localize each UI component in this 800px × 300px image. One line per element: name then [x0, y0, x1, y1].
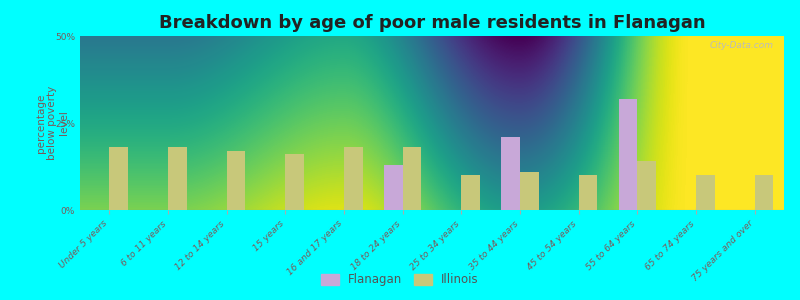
- Bar: [286, 154, 304, 210]
- Y-axis label: percentage
below poverty
level: percentage below poverty level: [36, 86, 69, 160]
- Bar: [578, 175, 598, 210]
- Bar: [384, 165, 402, 210]
- Bar: [502, 137, 520, 210]
- Bar: [226, 151, 246, 210]
- Bar: [754, 175, 774, 210]
- Legend: Flanagan, Illinois: Flanagan, Illinois: [316, 269, 484, 291]
- Bar: [618, 99, 638, 210]
- Bar: [402, 147, 422, 210]
- Title: Breakdown by age of poor male residents in Flanagan: Breakdown by age of poor male residents …: [158, 14, 706, 32]
- Bar: [462, 175, 480, 210]
- Bar: [696, 175, 714, 210]
- Bar: [520, 172, 538, 210]
- Bar: [110, 147, 128, 210]
- Text: City-Data.com: City-Data.com: [710, 41, 774, 50]
- Bar: [168, 147, 186, 210]
- Bar: [638, 161, 656, 210]
- Bar: [344, 147, 362, 210]
